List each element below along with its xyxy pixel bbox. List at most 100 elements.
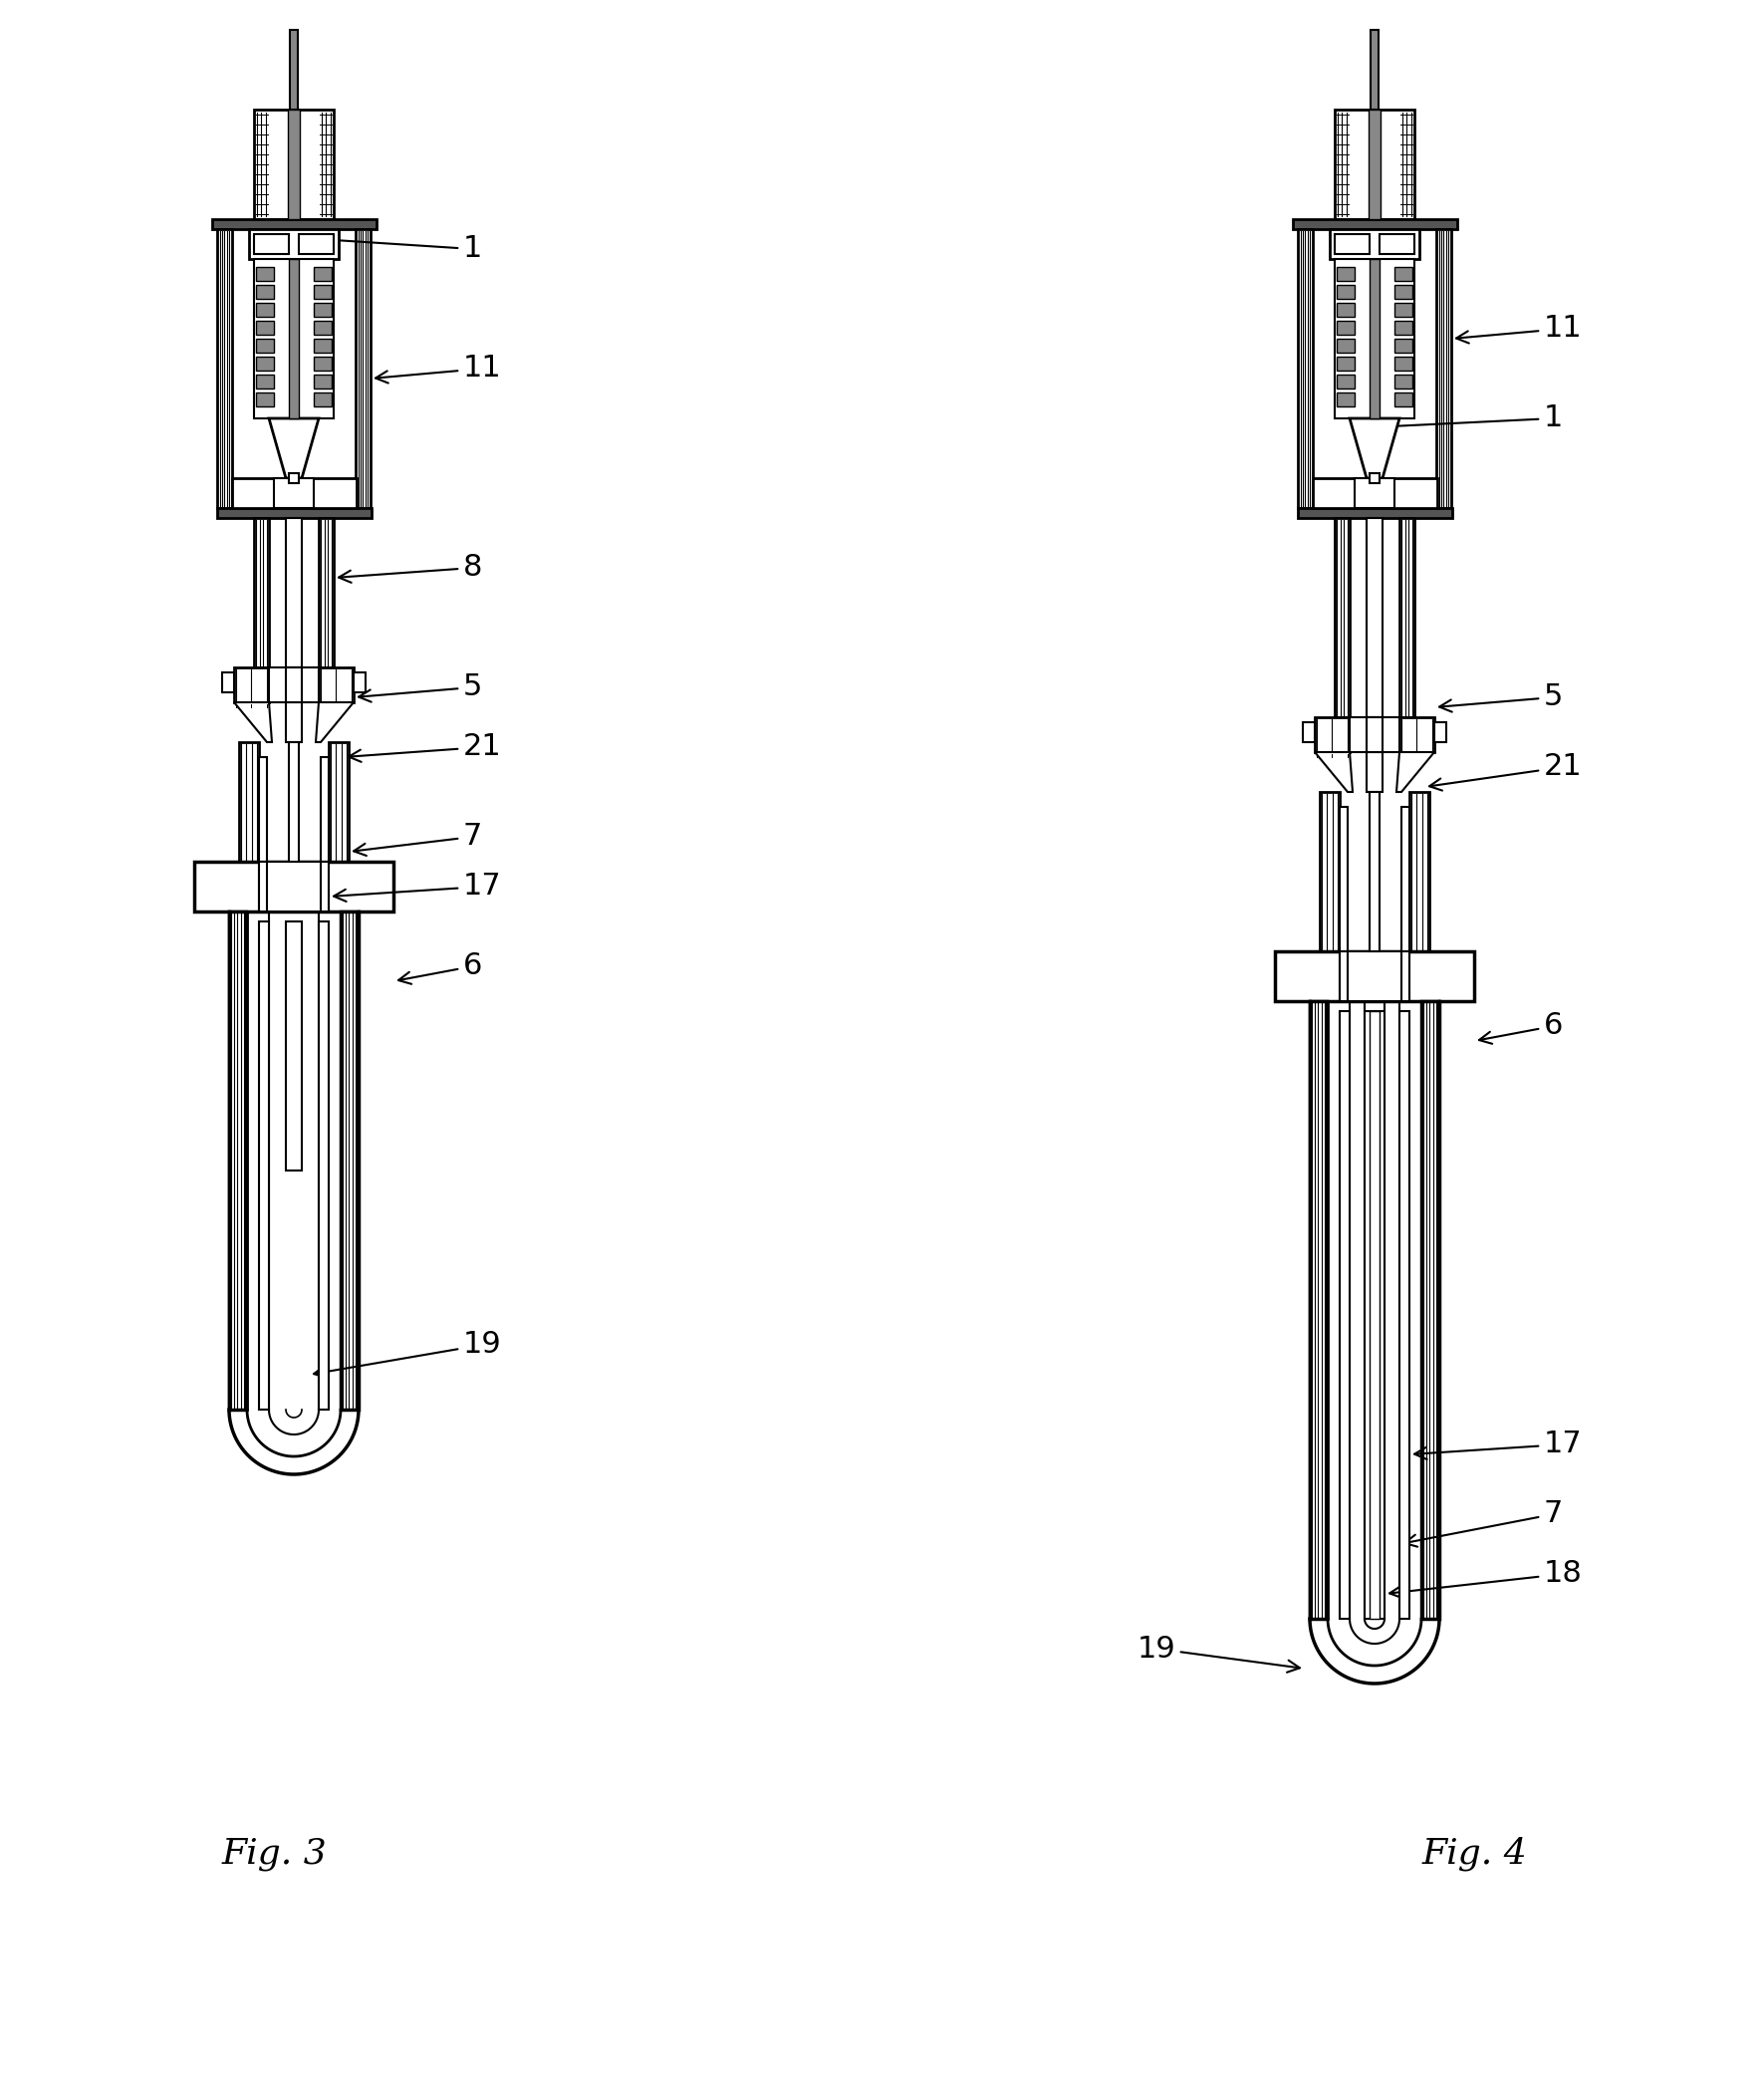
Text: 17: 17 bbox=[1415, 1430, 1582, 1459]
Polygon shape bbox=[316, 701, 353, 743]
Bar bbox=[233, 479, 356, 508]
Bar bbox=[1369, 258, 1379, 418]
Bar bbox=[1395, 356, 1413, 370]
Bar bbox=[1395, 304, 1413, 316]
Bar bbox=[1330, 229, 1420, 258]
Text: 11: 11 bbox=[376, 354, 501, 383]
Bar bbox=[1399, 718, 1434, 751]
Bar bbox=[1337, 356, 1355, 370]
Bar bbox=[314, 393, 332, 406]
Bar bbox=[1337, 285, 1355, 300]
Bar bbox=[1395, 320, 1413, 335]
Bar bbox=[1436, 229, 1452, 508]
Bar bbox=[194, 862, 393, 911]
Bar bbox=[217, 229, 233, 508]
Bar bbox=[254, 518, 268, 668]
Bar bbox=[1335, 518, 1349, 718]
Bar bbox=[1367, 718, 1383, 751]
Bar bbox=[256, 304, 273, 316]
Polygon shape bbox=[268, 418, 319, 479]
Bar bbox=[273, 479, 314, 508]
Bar bbox=[1349, 718, 1399, 751]
Bar bbox=[1335, 233, 1369, 254]
Bar bbox=[1293, 219, 1457, 229]
Bar bbox=[259, 862, 266, 911]
Text: Fig. 4: Fig. 4 bbox=[1422, 1835, 1528, 1871]
Bar bbox=[256, 393, 273, 406]
Bar bbox=[289, 29, 298, 110]
Bar bbox=[1401, 951, 1409, 1001]
Bar bbox=[1434, 722, 1446, 743]
Bar bbox=[1369, 472, 1379, 483]
Bar bbox=[286, 922, 302, 1170]
Polygon shape bbox=[1314, 751, 1353, 793]
Bar bbox=[256, 285, 273, 300]
Bar bbox=[298, 233, 333, 254]
Text: 6: 6 bbox=[399, 951, 483, 984]
Polygon shape bbox=[1349, 418, 1399, 479]
Bar bbox=[1337, 304, 1355, 316]
Bar bbox=[340, 911, 358, 1409]
Text: 1: 1 bbox=[325, 235, 483, 264]
Bar bbox=[217, 508, 372, 518]
Bar bbox=[286, 668, 302, 701]
Bar bbox=[1275, 951, 1475, 1001]
Bar bbox=[256, 356, 273, 370]
Bar bbox=[249, 229, 339, 258]
Bar bbox=[1395, 266, 1413, 281]
Bar bbox=[1399, 518, 1415, 718]
Bar bbox=[1337, 266, 1355, 281]
Bar bbox=[1379, 233, 1415, 254]
Bar bbox=[321, 862, 328, 911]
Text: 17: 17 bbox=[333, 872, 501, 901]
Bar bbox=[1369, 110, 1381, 219]
Polygon shape bbox=[235, 701, 272, 743]
Text: 19: 19 bbox=[1136, 1634, 1300, 1673]
Bar bbox=[286, 518, 302, 668]
Text: 1: 1 bbox=[1355, 404, 1563, 433]
Bar bbox=[229, 911, 245, 1409]
Bar bbox=[314, 304, 332, 316]
Text: 5: 5 bbox=[1439, 683, 1563, 712]
Bar bbox=[259, 922, 268, 1409]
Bar bbox=[314, 356, 332, 370]
Bar bbox=[1395, 285, 1413, 300]
Bar bbox=[1395, 339, 1413, 352]
Bar bbox=[1395, 375, 1413, 389]
Bar bbox=[256, 266, 273, 281]
Bar bbox=[1369, 793, 1379, 951]
Bar bbox=[353, 672, 365, 693]
Bar bbox=[1367, 518, 1383, 718]
Bar bbox=[289, 743, 298, 862]
Bar bbox=[254, 233, 289, 254]
Bar bbox=[259, 862, 328, 911]
Bar bbox=[1337, 339, 1355, 352]
Text: 5: 5 bbox=[358, 672, 483, 701]
Bar bbox=[1422, 1001, 1438, 1619]
Bar bbox=[256, 339, 273, 352]
Bar bbox=[1337, 375, 1355, 389]
Bar bbox=[212, 219, 376, 229]
Bar bbox=[1335, 258, 1415, 418]
Bar bbox=[256, 320, 273, 335]
Text: 7: 7 bbox=[353, 822, 483, 855]
Bar bbox=[1339, 951, 1348, 1001]
Bar bbox=[1339, 1011, 1349, 1619]
Bar bbox=[286, 701, 302, 743]
Bar bbox=[256, 375, 273, 389]
Bar bbox=[289, 258, 298, 418]
Bar bbox=[259, 757, 266, 862]
Bar bbox=[1337, 393, 1355, 406]
Bar bbox=[1369, 1011, 1379, 1619]
Bar bbox=[289, 472, 298, 483]
Bar bbox=[254, 258, 333, 418]
Bar bbox=[268, 668, 319, 701]
Bar bbox=[1314, 718, 1349, 751]
Bar bbox=[222, 672, 235, 693]
Bar bbox=[1298, 229, 1312, 508]
Bar bbox=[1367, 751, 1383, 793]
Bar bbox=[1335, 110, 1415, 219]
Polygon shape bbox=[1397, 751, 1434, 793]
Text: 21: 21 bbox=[349, 733, 501, 762]
Bar bbox=[314, 339, 332, 352]
